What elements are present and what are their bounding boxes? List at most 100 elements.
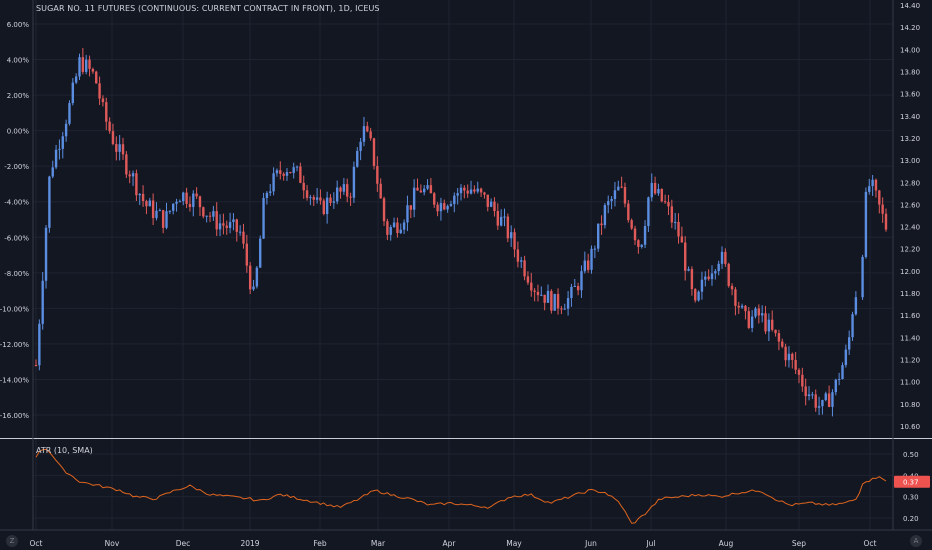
price-candle — [218, 223, 222, 230]
auto-scale-button[interactable]: A — [910, 535, 922, 547]
price-candle — [198, 196, 202, 208]
price-candle — [422, 188, 426, 193]
price-candle — [851, 314, 854, 338]
price-candle — [653, 182, 657, 194]
price-candle — [580, 271, 583, 291]
price-candle — [650, 182, 653, 198]
price-candle — [158, 210, 162, 212]
price-candle — [402, 222, 406, 230]
price-candle — [546, 290, 550, 303]
right-axis-tick: 11.00 — [900, 379, 920, 387]
price-candle — [764, 313, 767, 332]
price-candle — [550, 290, 553, 311]
timezone-button[interactable]: Z — [6, 535, 18, 547]
price-candle — [342, 184, 346, 192]
price-candle — [299, 166, 302, 183]
right-axis-tick: 12.60 — [900, 201, 920, 209]
price-candle — [600, 223, 603, 226]
price-candle — [208, 215, 212, 217]
price-candle — [781, 341, 784, 347]
price-candle — [78, 57, 81, 77]
price-candle — [513, 232, 516, 250]
price-candle — [346, 184, 349, 197]
time-axis-label: Feb — [313, 539, 327, 548]
price-candle — [165, 211, 168, 228]
indicator-axis-tick: 0.30 — [903, 494, 919, 502]
price-candle — [332, 201, 336, 203]
price-candle — [98, 83, 101, 99]
price-candle — [476, 188, 479, 192]
indicator-axis-tick: 0.50 — [903, 451, 919, 459]
price-candle — [366, 126, 369, 132]
right-axis-tick: 11.20 — [900, 357, 920, 365]
price-candle — [553, 293, 556, 311]
price-candle — [560, 308, 563, 310]
price-candle — [597, 223, 600, 249]
right-axis-tick: 10.60 — [900, 423, 920, 431]
price-candle — [791, 353, 794, 360]
time-axis-label: Aug — [719, 539, 734, 548]
price-candle — [352, 166, 356, 198]
indicator-label: ATR (10, SMA) — [36, 446, 93, 455]
price-candle — [128, 174, 131, 177]
price-candle — [717, 263, 720, 272]
price-candle — [503, 216, 506, 218]
time-axis-label: Apr — [443, 539, 457, 548]
price-candle — [376, 165, 379, 184]
price-candle — [767, 319, 771, 332]
price-candle — [172, 203, 175, 211]
price-candle — [262, 197, 265, 239]
grid-layer — [0, 0, 932, 531]
price-candle — [760, 313, 764, 316]
price-candle — [617, 186, 620, 191]
price-candle — [195, 193, 198, 197]
price-candle — [844, 349, 848, 366]
price-candle — [630, 220, 633, 229]
price-candle — [305, 190, 309, 198]
price-candle — [392, 222, 396, 227]
indicator-axis-tick: 0.20 — [903, 515, 919, 523]
price-candle — [657, 188, 660, 194]
time-axis-label: Sep — [792, 539, 806, 548]
right-axis-tick: 13.60 — [900, 91, 920, 99]
price-candle — [259, 238, 262, 268]
price-candle — [429, 185, 433, 194]
price-candle — [269, 191, 272, 193]
left-axis-tick: -16.00% — [0, 412, 29, 420]
price-candle — [590, 248, 593, 270]
price-candle — [315, 197, 319, 200]
price-candle — [754, 308, 757, 317]
price-candle — [95, 71, 98, 84]
price-candle — [242, 231, 245, 244]
right-axis-tick: 13.40 — [900, 113, 920, 121]
price-candle — [677, 221, 680, 237]
price-candle — [637, 240, 640, 247]
price-candle — [543, 294, 546, 303]
price-candle — [556, 293, 560, 309]
price-candle — [496, 211, 500, 226]
price-candle — [570, 286, 573, 299]
price-candle — [101, 98, 105, 103]
right-axis-tick: 12.20 — [900, 246, 920, 254]
price-candle — [245, 243, 249, 266]
atr-line — [35, 448, 887, 524]
price-candle — [228, 221, 232, 228]
price-candle — [466, 190, 469, 194]
price-candle — [38, 323, 41, 366]
price-candle — [141, 193, 145, 202]
price-candle — [744, 305, 747, 312]
price-candle — [222, 223, 225, 226]
price-candle — [523, 260, 526, 277]
right-axis-tick: 12.80 — [900, 179, 920, 187]
price-candle — [864, 191, 868, 257]
price-candle — [747, 311, 750, 328]
price-candle — [697, 291, 700, 301]
left-axis-tick: -6.00% — [4, 234, 29, 242]
price-candle — [516, 249, 520, 262]
price-candle — [784, 346, 787, 361]
price-candle — [309, 197, 312, 199]
price-candle — [235, 219, 238, 232]
price-candle — [148, 200, 151, 207]
price-candle — [777, 333, 781, 342]
